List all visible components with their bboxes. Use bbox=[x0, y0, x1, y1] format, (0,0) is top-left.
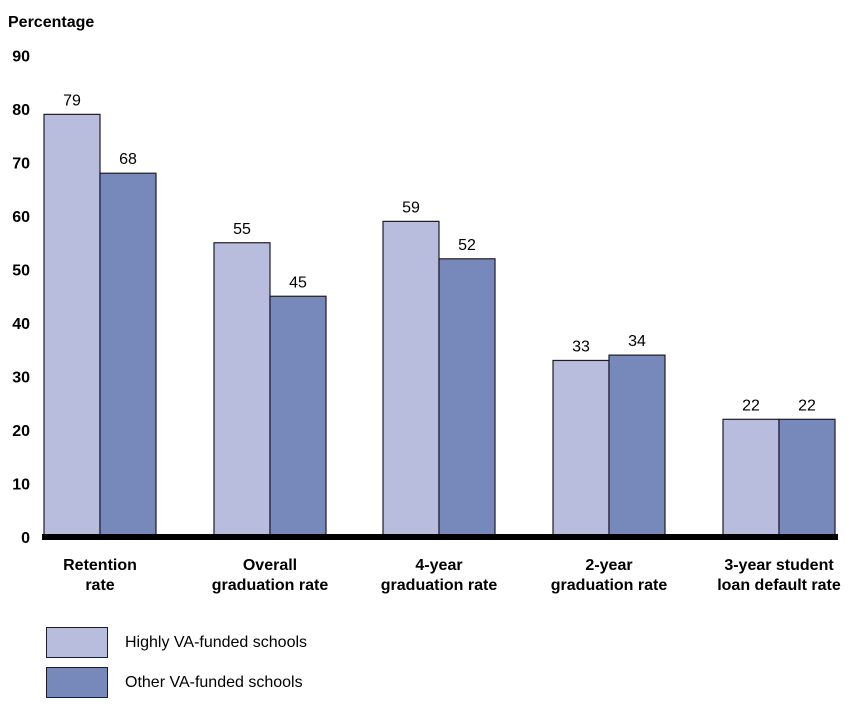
bar-series0-cat3 bbox=[552, 359, 610, 538]
category-label-3: 2-year graduation rate bbox=[551, 557, 668, 594]
data-label-series1-cat1: 45 bbox=[289, 274, 307, 291]
bar-series0-cat0 bbox=[43, 113, 101, 538]
legend-swatch-other-funded bbox=[46, 667, 108, 698]
y-tick-label-20: 20 bbox=[12, 423, 30, 440]
y-tick-label-30: 30 bbox=[12, 370, 30, 387]
legend: Highly VA-funded schools Other VA-funded… bbox=[46, 626, 307, 706]
legend-item-highly-funded: Highly VA-funded schools bbox=[46, 626, 307, 659]
x-axis-category-labels: Retention rate Overall graduation rate 4-yea… bbox=[63, 557, 841, 594]
y-axis-title: Percentage bbox=[8, 14, 94, 31]
category-label-1: Overall graduation rate bbox=[212, 557, 329, 594]
y-tick-label-80: 80 bbox=[12, 102, 30, 119]
category-label-4: 3-year student loan default rate bbox=[717, 557, 841, 594]
legend-label-highly-funded: Highly VA-funded schools bbox=[125, 633, 308, 651]
y-tick-label-60: 60 bbox=[12, 209, 30, 226]
y-tick-label-40: 40 bbox=[12, 316, 30, 333]
data-label-series1-cat4: 22 bbox=[798, 397, 816, 414]
data-label-series1-cat0: 68 bbox=[119, 151, 137, 168]
bar-series0-cat1 bbox=[213, 242, 271, 538]
legend-item-other-funded: Other VA-funded schools bbox=[46, 666, 307, 699]
y-tick-label-50: 50 bbox=[12, 263, 30, 280]
y-axis-ticks: 0 10 20 30 40 50 60 70 80 90 bbox=[12, 49, 30, 548]
category-label-0: Retention rate bbox=[63, 557, 137, 594]
y-tick-label-10: 10 bbox=[12, 477, 30, 494]
bar-series1-cat0 bbox=[99, 172, 157, 538]
bar-series0-cat2 bbox=[382, 220, 440, 538]
bar-chart: Percentage 0 10 20 30 40 50 60 70 80 90 79 55 59 33 2… bbox=[8, 14, 841, 594]
y-tick-label-0: 0 bbox=[21, 530, 30, 547]
data-label-series0-cat0: 79 bbox=[63, 92, 81, 109]
data-label-series1-cat2: 52 bbox=[458, 237, 476, 254]
legend-label-other-funded: Other VA-funded schools bbox=[125, 673, 303, 691]
data-label-series0-cat2: 59 bbox=[402, 199, 420, 216]
y-tick-label-90: 90 bbox=[12, 49, 30, 66]
bar-series1-cat2 bbox=[438, 258, 496, 538]
data-label-series0-cat1: 55 bbox=[233, 221, 251, 238]
data-label-series0-cat3: 33 bbox=[572, 338, 590, 355]
data-label-series1-cat3: 34 bbox=[628, 333, 646, 350]
bar-series1-cat4 bbox=[778, 418, 836, 538]
legend-swatch-highly-funded bbox=[46, 627, 108, 658]
bar-series1-cat1 bbox=[269, 295, 327, 538]
bar-series1-cat3 bbox=[608, 354, 666, 538]
data-labels: 79 55 59 33 22 68 45 52 34 22 bbox=[63, 92, 816, 414]
bar-series0-cat4 bbox=[722, 418, 780, 538]
data-label-series0-cat4: 22 bbox=[742, 397, 760, 414]
category-label-2: 4-year graduation rate bbox=[381, 557, 498, 594]
y-tick-label-70: 70 bbox=[12, 156, 30, 173]
bars bbox=[43, 113, 836, 538]
